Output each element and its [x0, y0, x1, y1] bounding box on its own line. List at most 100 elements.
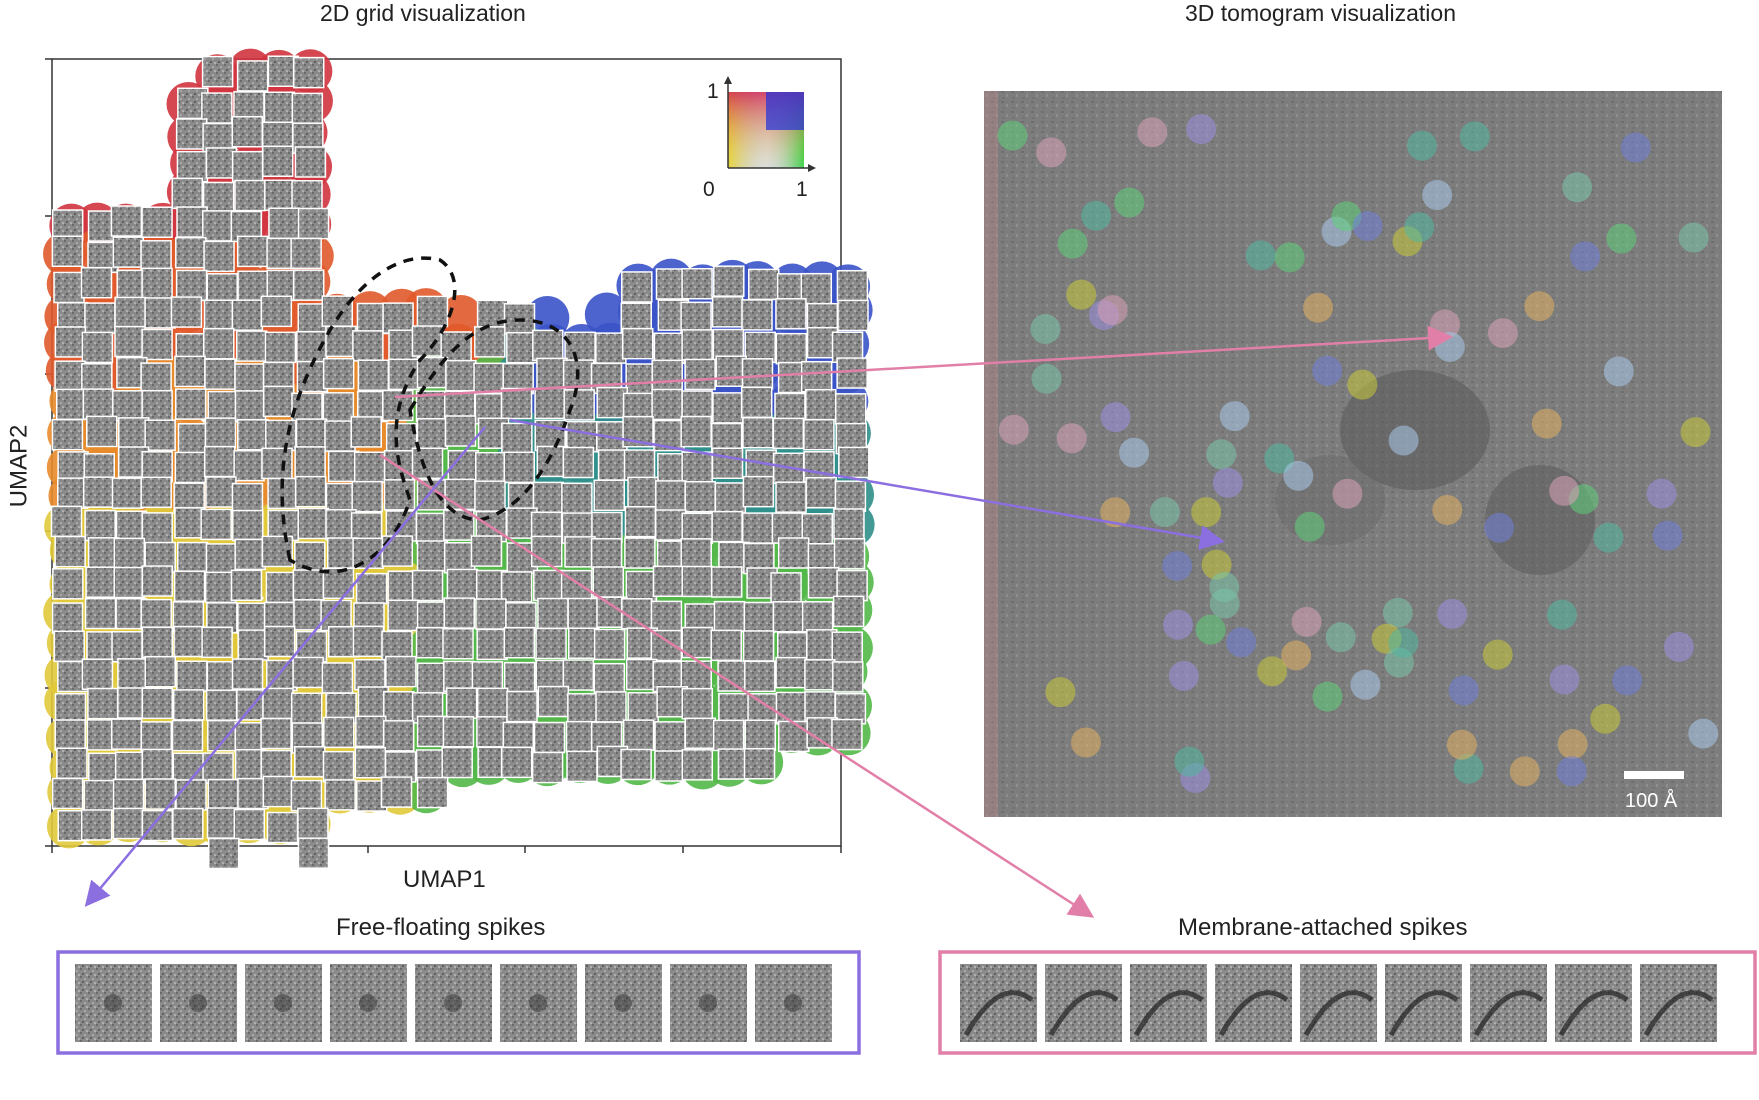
spike-marker [1056, 423, 1087, 454]
grid-tile [533, 569, 565, 602]
grid-tile [443, 541, 476, 574]
grid-tile [321, 662, 354, 694]
grid-tile [144, 656, 176, 688]
grid-tile [292, 569, 325, 601]
grid-tile [111, 631, 143, 663]
grid-tile [202, 181, 235, 214]
grid-tile [176, 541, 209, 574]
grid-tile [140, 598, 172, 631]
grid-tile [174, 507, 206, 539]
grid-tile [387, 599, 419, 632]
spike-marker [1557, 729, 1588, 760]
grid-tile [620, 748, 652, 781]
spike-marker [1045, 677, 1076, 708]
grid-tile [52, 568, 84, 600]
spike-marker [1620, 132, 1651, 163]
colorbar-origin-label: 0 [703, 178, 715, 201]
grid-tile [144, 297, 176, 329]
scale-bar-label: 100 Å [1625, 790, 1678, 812]
grid-tile [175, 269, 208, 302]
colorbar-x-max-label: 1 [796, 178, 808, 201]
grid-tile [625, 658, 658, 691]
grid-tile [204, 358, 236, 390]
spike-marker [1163, 609, 1194, 640]
grid-tile [357, 359, 390, 391]
spike-marker [1459, 121, 1490, 152]
spike-density [189, 994, 207, 1012]
grid-tile [740, 386, 773, 419]
spike-density [699, 994, 717, 1012]
grid-tile [113, 537, 146, 570]
grid-tile [234, 179, 266, 212]
grid-tile [140, 240, 172, 272]
spike-density [104, 994, 122, 1012]
grid-tile [114, 296, 146, 329]
purple-arrow-to-tomogram [509, 418, 1225, 550]
grid-tile [680, 301, 712, 334]
grid-tile [112, 778, 145, 811]
grid-tile [593, 662, 626, 695]
grid-tile [506, 331, 538, 364]
right-panel-title: 3D tomogram visualization [1185, 0, 1457, 26]
grid-tile [117, 658, 149, 690]
grid-tile [836, 569, 868, 602]
grid-tile [651, 388, 683, 421]
grid-tile [710, 629, 743, 662]
spike-marker [1606, 223, 1637, 254]
spike-marker [1226, 627, 1257, 658]
spike-marker [1347, 369, 1378, 400]
spike-marker [1382, 597, 1413, 628]
grid-tile [684, 358, 716, 391]
grid-tile [51, 777, 84, 810]
spike-marker [1097, 295, 1128, 326]
umap-tile-grid [50, 55, 870, 870]
grid-tile [205, 476, 237, 508]
membrane-curve [1218, 990, 1289, 1037]
spike-marker [1680, 417, 1711, 448]
spike-marker [1570, 241, 1601, 272]
spike-marker [1245, 240, 1276, 271]
grid-tile [446, 568, 479, 601]
grid-tile [595, 691, 627, 723]
grid-tile [506, 690, 538, 723]
grid-tile [443, 597, 475, 629]
grid-tile [80, 266, 113, 299]
grid-tile [171, 177, 203, 210]
grid-tile [536, 357, 568, 390]
spike-marker [1162, 550, 1193, 581]
grid-tile [51, 235, 84, 267]
grid-tile [741, 358, 774, 390]
pink-arrow-to-membrane-panel [379, 453, 1095, 918]
grid-tile [718, 692, 750, 725]
membrane-curve [1473, 990, 1544, 1037]
spike-marker [1219, 401, 1250, 432]
spike-marker [1257, 656, 1288, 687]
grid-tile [778, 720, 810, 753]
grid-tile [206, 273, 239, 305]
grid-tile [710, 566, 743, 598]
grid-tile [775, 691, 808, 724]
grid-tile [803, 450, 835, 483]
spike-marker [1406, 130, 1437, 161]
grid-tile [174, 451, 207, 484]
grid-tile [444, 478, 476, 511]
grid-tile [833, 508, 865, 540]
spike-marker [997, 120, 1028, 151]
grid-tile [471, 661, 504, 693]
grid-tile [81, 331, 114, 364]
grid-tile [382, 302, 414, 334]
grid-tile [562, 659, 595, 691]
grid-tile [233, 449, 265, 482]
grid-tile [385, 422, 418, 455]
grid-tile [110, 205, 143, 237]
grid-tile [140, 721, 173, 753]
grid-tile [266, 659, 298, 692]
free-cluster-outline [408, 318, 580, 522]
spike-marker [1652, 520, 1683, 551]
spike-marker [1546, 599, 1577, 630]
grid-tile [207, 390, 239, 423]
grid-tile [260, 717, 292, 750]
membrane-curve [1643, 990, 1714, 1037]
grid-tile [836, 357, 868, 389]
grid-tile [625, 570, 658, 603]
